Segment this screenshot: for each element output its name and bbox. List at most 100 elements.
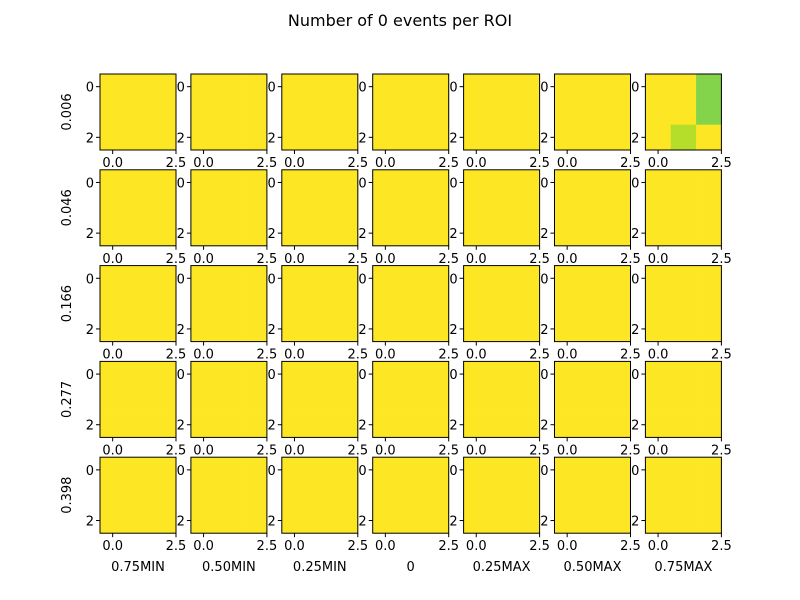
heatmap-cell (670, 457, 697, 483)
roi-panel: 0 2 0.0 2.5 (449, 169, 550, 267)
y-tick-label: 2 (358, 131, 366, 146)
heatmap-cell (423, 457, 450, 483)
heatmap-cell (554, 265, 581, 292)
x-tick-label: 0.0 (648, 348, 669, 363)
heatmap-cell (696, 74, 722, 100)
heatmap-cell (307, 412, 333, 438)
y-tick-label: 2 (268, 131, 276, 146)
heatmap-cell (554, 316, 581, 342)
y-tick-label: 2 (540, 515, 548, 530)
heatmap-cell (372, 124, 399, 151)
heatmap-cell (281, 316, 308, 342)
y-tick-label: 2 (177, 419, 185, 434)
heatmap-cell (281, 265, 308, 292)
roi-panel: 0 2 0.0 2.5 (177, 456, 278, 554)
heatmap-cell (241, 482, 268, 509)
heatmap-cell (398, 507, 424, 534)
y-tick-label: 2 (268, 323, 276, 338)
heatmap-cell (579, 124, 606, 151)
panel-frame (372, 360, 450, 438)
heatmap-cell (398, 265, 424, 292)
heatmap-cell (125, 195, 152, 221)
heatmap-cell (696, 507, 722, 534)
y-tick-label: 2 (177, 515, 185, 530)
heatmap-cell (423, 220, 450, 247)
heatmap-cell (100, 482, 126, 509)
y-tick-label: 2 (358, 323, 366, 338)
heatmap-cell (670, 265, 697, 292)
heatmap-cell (514, 386, 540, 413)
x-tick-label: 0.0 (648, 539, 669, 554)
heatmap-cell (190, 124, 217, 151)
heatmap-cell (216, 482, 242, 509)
row-label: 0.046 (60, 189, 75, 226)
y-tick-label: 2 (268, 419, 276, 434)
heatmap-cell (423, 290, 450, 317)
y-tick-label: 2 (268, 515, 276, 530)
roi-panel: 0 2 0.0 2.5 (449, 265, 550, 363)
heatmap-cell (372, 361, 399, 388)
x-tick-label: 0.0 (193, 252, 214, 267)
column-label: 0.75MIN (111, 560, 165, 575)
heatmap-cell (514, 507, 540, 534)
heatmap-cell (100, 316, 126, 342)
x-tick-label: 0.0 (466, 252, 487, 267)
heatmap-cell (670, 361, 697, 388)
y-tick-label: 0 (268, 176, 276, 191)
roi-panel: 0 2 0.0 2.5 (631, 73, 732, 171)
heatmap-cell (554, 290, 581, 317)
heatmap-cell (150, 169, 177, 196)
heatmap-cell (554, 99, 581, 126)
heatmap-cell (463, 195, 490, 221)
panel-frame (99, 456, 177, 534)
heatmap-cell (423, 507, 450, 534)
heatmap-cell (332, 195, 359, 221)
heatmap-cell (645, 74, 672, 100)
x-tick-label: 0.0 (102, 539, 123, 554)
heatmap-cell (307, 74, 333, 100)
heatmap-cell (150, 290, 177, 317)
heatmap-cell (554, 74, 581, 100)
heatmap-cell (398, 195, 424, 221)
heatmap-cell (307, 482, 333, 509)
x-tick-label: 0.0 (466, 348, 487, 363)
heatmap-cell (125, 412, 152, 438)
x-tick-label: 2.5 (529, 156, 550, 171)
heatmap-cell (463, 386, 490, 413)
x-tick-label: 2.5 (620, 443, 641, 458)
y-tick-label: 2 (86, 131, 94, 146)
x-tick-label: 2.5 (711, 539, 732, 554)
x-tick-label: 2.5 (347, 443, 368, 458)
heatmap-cell (216, 74, 242, 100)
x-tick-label: 2.5 (166, 252, 187, 267)
heatmap-cell (241, 290, 268, 317)
heatmap-cell (670, 99, 697, 126)
heatmap-cell (190, 386, 217, 413)
heatmap-cell (281, 457, 308, 483)
heatmap-cell (241, 169, 268, 196)
heatmap-cell (216, 386, 242, 413)
x-tick-label: 0.0 (557, 252, 578, 267)
heatmap-cell (125, 74, 152, 100)
y-tick-label: 0 (631, 272, 639, 287)
heatmap-cell (423, 265, 450, 292)
x-tick-label: 2.5 (438, 443, 459, 458)
y-tick-label: 0 (358, 176, 366, 191)
roi-panel: 0 2 0.0 2.5 (540, 73, 641, 171)
heatmap-cell (514, 482, 540, 509)
heatmap-cell (125, 124, 152, 151)
panel-frame (190, 456, 268, 534)
y-tick-label: 0 (358, 368, 366, 383)
heatmap-cell (216, 124, 242, 151)
x-tick-label: 2.5 (257, 539, 278, 554)
heatmap-cell (332, 290, 359, 317)
heatmap-cell (554, 169, 581, 196)
heatmap-cell (398, 457, 424, 483)
x-tick-label: 2.5 (438, 348, 459, 363)
column-label: 0 (407, 560, 415, 575)
heatmap-cell (605, 361, 631, 388)
x-tick-label: 2.5 (347, 348, 368, 363)
heatmap-cell (514, 124, 540, 151)
y-tick-label: 0 (358, 272, 366, 287)
heatmap-cell (645, 386, 672, 413)
